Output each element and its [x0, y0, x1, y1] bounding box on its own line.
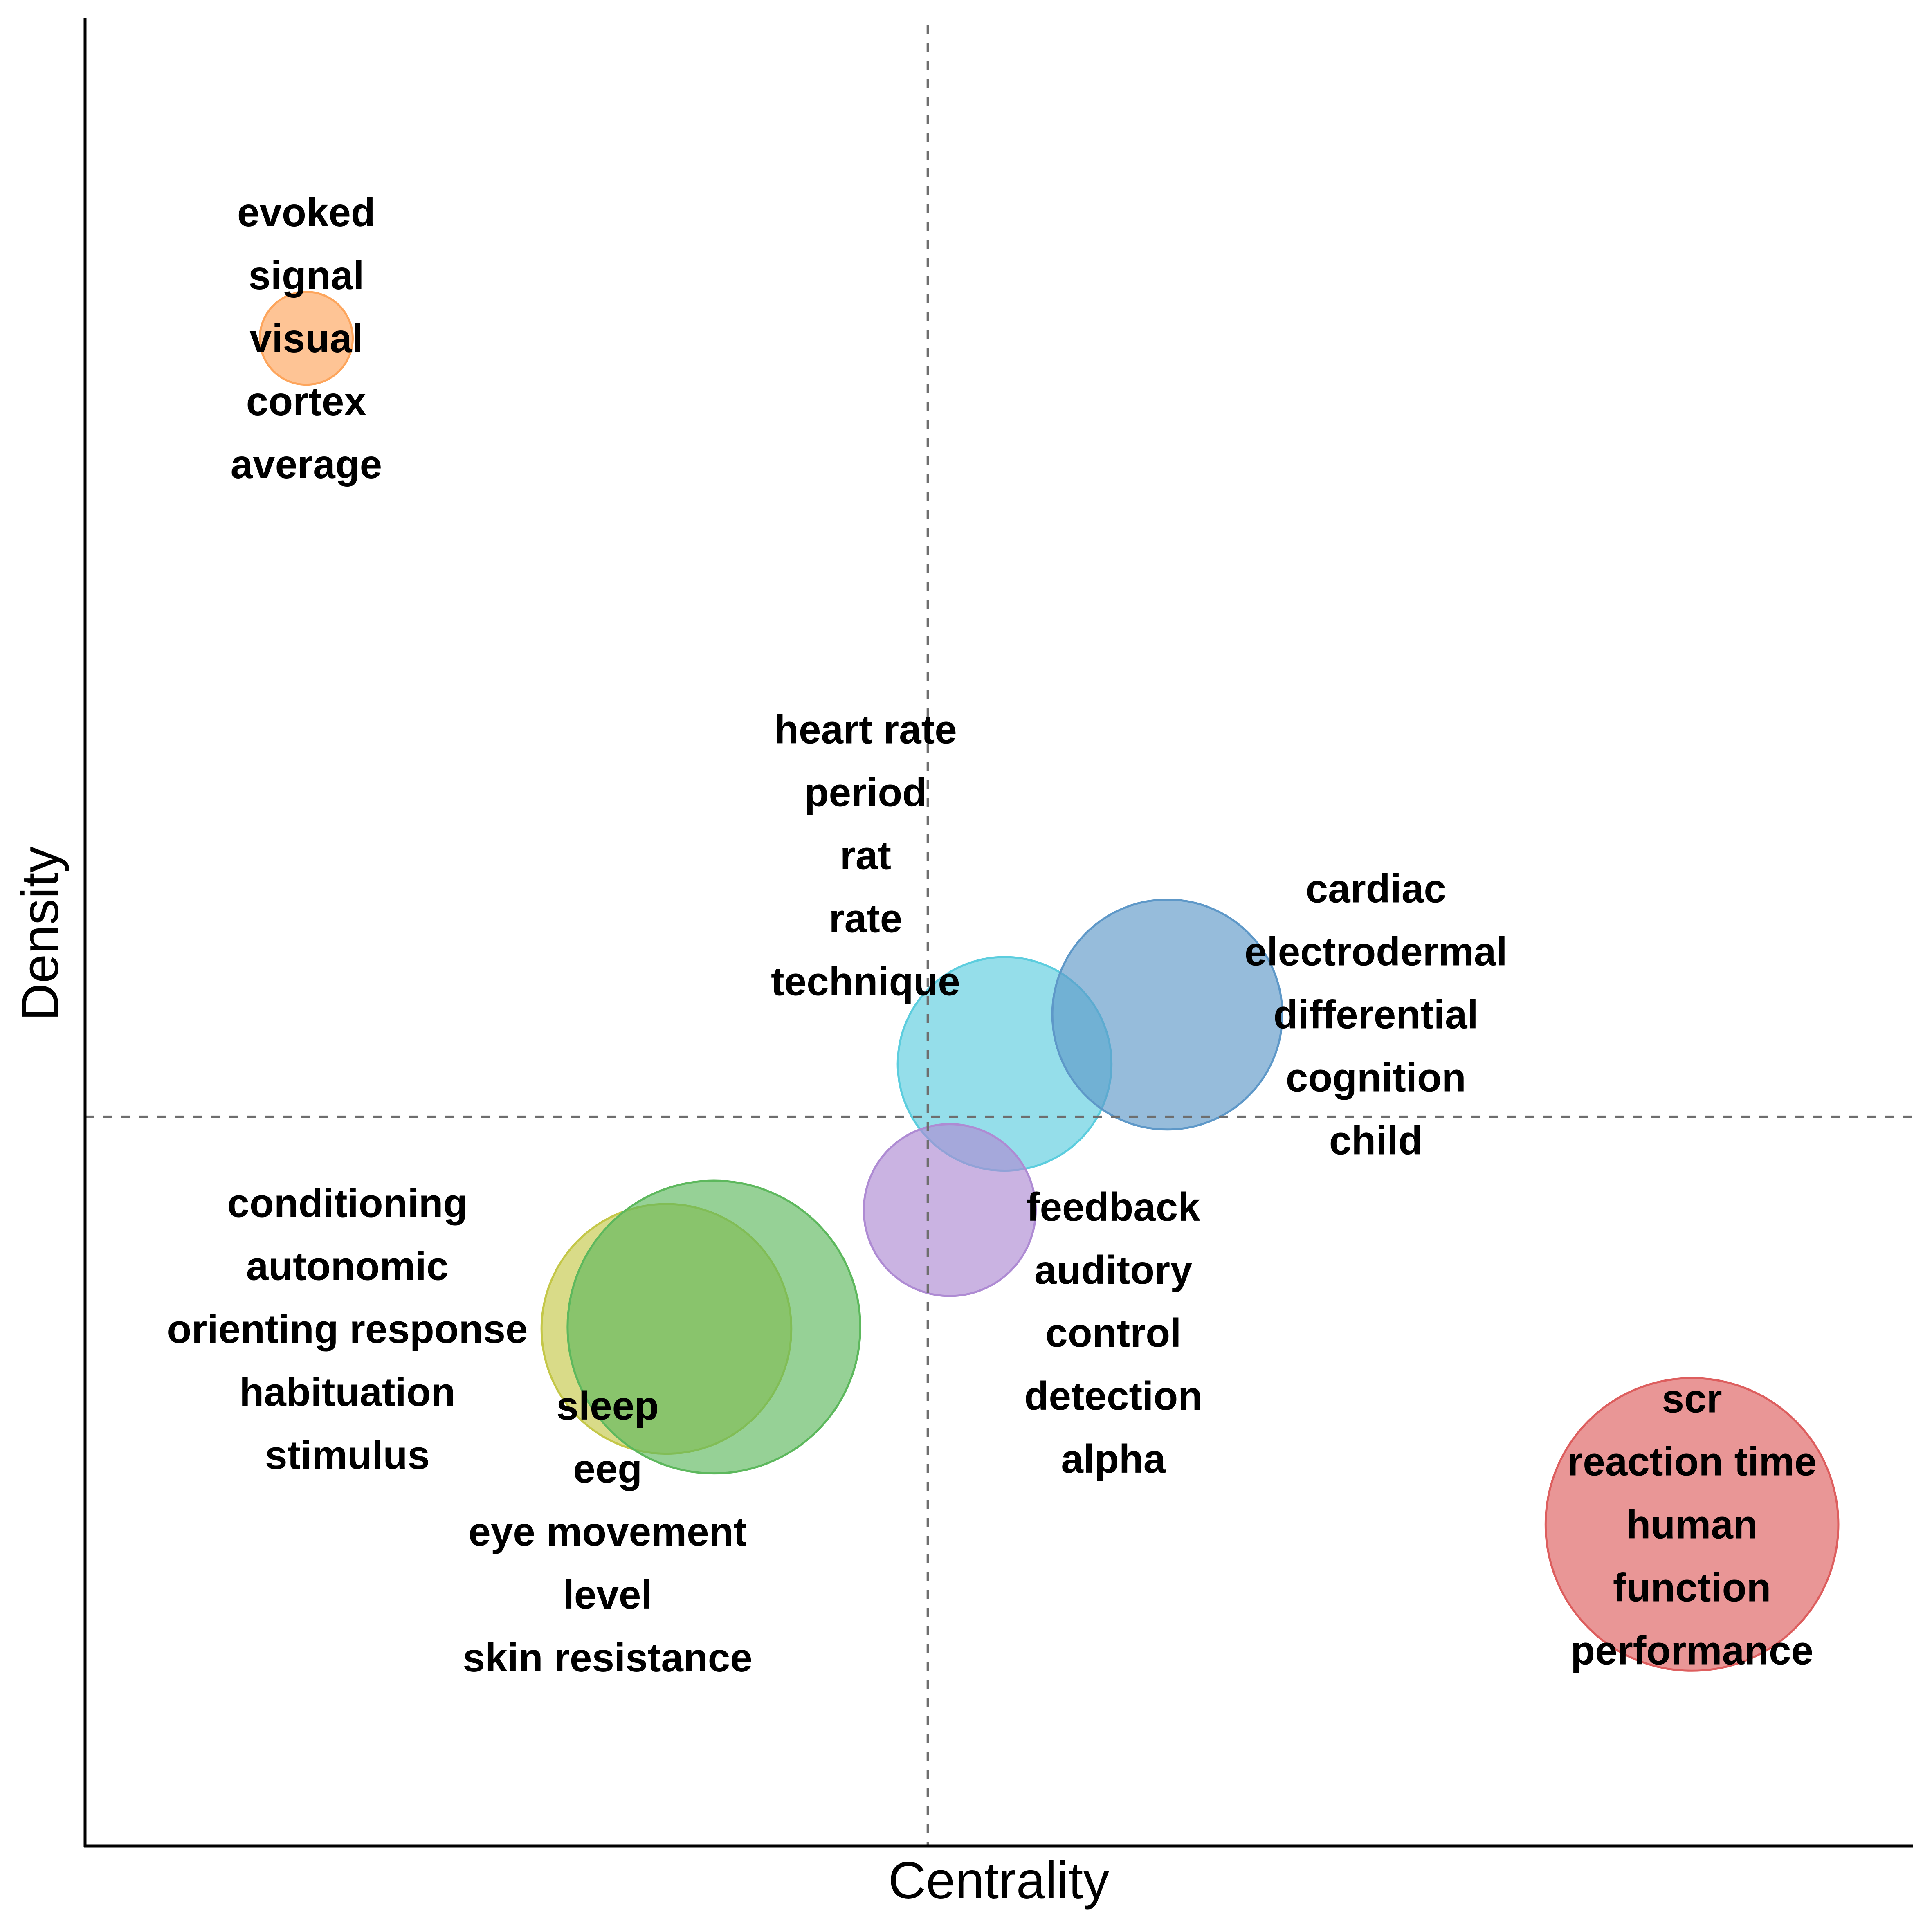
- cluster-5-word-label: autonomic: [246, 1243, 449, 1288]
- cluster-3-word-label: differential: [1274, 992, 1478, 1037]
- cluster-3-word-label: cardiac: [1306, 866, 1446, 911]
- cluster-5-word-label: orienting response: [167, 1306, 528, 1351]
- quadrant-guides: [85, 25, 1913, 1846]
- cluster-6-word-label: level: [563, 1572, 652, 1617]
- cluster-4-word-label: alpha: [1061, 1436, 1166, 1481]
- cluster-6-word-label: eeg: [573, 1446, 642, 1491]
- cluster-7-word-label: function: [1613, 1565, 1771, 1610]
- y-axis-title: Density: [11, 847, 70, 1021]
- cluster-bubble-1: [258, 290, 354, 386]
- cluster-7-word-label: human: [1626, 1502, 1758, 1547]
- cluster-2-word-label: heart rate: [774, 707, 957, 752]
- cluster-5-word-label: conditioning: [227, 1180, 468, 1225]
- axes: [83, 18, 1913, 1848]
- cluster-6-word-label: sleep: [556, 1383, 659, 1428]
- cluster-1-word-label: signal: [248, 253, 364, 298]
- cluster-bubble-6: [566, 1179, 862, 1475]
- cluster-1-word-label: visual: [249, 316, 363, 361]
- cluster-1-word-label: cortex: [246, 379, 366, 424]
- cluster-7-word-label: reaction time: [1567, 1439, 1817, 1484]
- cluster-bubble-7: [1544, 1377, 1840, 1672]
- cluster-bubble-3: [1051, 898, 1283, 1131]
- x-axis-title: Centrality: [888, 1851, 1110, 1910]
- cluster-1-word-label: average: [231, 442, 382, 487]
- cluster-4-word-label: auditory: [1034, 1247, 1193, 1292]
- cluster-4-word-label: control: [1045, 1310, 1181, 1355]
- cluster-bubble-4: [863, 1123, 1037, 1297]
- cluster-7-word-label: scr: [1662, 1376, 1722, 1421]
- cluster-7-word-label: performance: [1570, 1628, 1813, 1673]
- cluster-4-word-label: detection: [1024, 1373, 1203, 1418]
- cluster-2-word-label: period: [804, 770, 927, 815]
- cluster-1-word-label: evoked: [237, 190, 375, 235]
- cluster-3-word-label: electrodermal: [1245, 929, 1507, 974]
- cluster-2-word-label: rate: [829, 896, 903, 941]
- cluster-6-word-label: eye movement: [468, 1509, 747, 1554]
- cluster-4-word-label: feedback: [1027, 1184, 1200, 1229]
- cluster-5-word-label: habituation: [239, 1369, 455, 1414]
- cluster-2-word-label: technique: [771, 959, 960, 1004]
- cluster-6-word-label: skin resistance: [463, 1635, 753, 1680]
- cluster-3-word-label: child: [1329, 1118, 1423, 1163]
- cluster-5-word-label: stimulus: [265, 1432, 430, 1477]
- cluster-3-word-label: cognition: [1286, 1055, 1466, 1100]
- cluster-labels: evoked signal visual cortex average heart rat…: [167, 190, 1817, 1680]
- cluster-2-word-label: rat: [840, 833, 891, 878]
